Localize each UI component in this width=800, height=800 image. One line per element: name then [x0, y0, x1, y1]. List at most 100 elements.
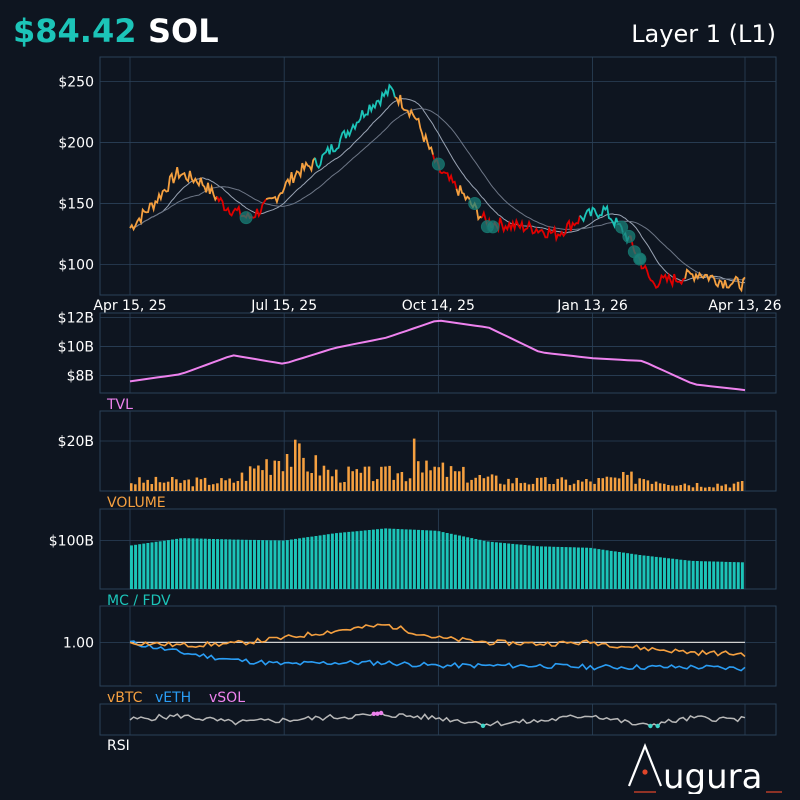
mcap-bar-56: [359, 530, 363, 589]
mcap-bar-102: [548, 546, 552, 589]
price-line-segment-4: [394, 94, 434, 155]
volume-bar-68: [408, 478, 412, 491]
mcap-bar-81: [462, 536, 466, 589]
price-xtick-3: Jan 13, 26: [556, 298, 628, 314]
volume-bar-127: [650, 483, 654, 491]
volume-bar-9: [166, 481, 170, 491]
mcap-bar-21: [216, 539, 220, 589]
volume-bar-55: [355, 469, 359, 491]
mcap-bar-89: [494, 542, 498, 589]
mcap-bar-130: [663, 557, 666, 589]
mcap-bar-75: [437, 531, 441, 589]
mcap-bar-116: [605, 550, 609, 589]
mcap-bar-115: [601, 549, 605, 589]
volume-bar-65: [396, 473, 400, 491]
mcap-bar-19: [207, 538, 211, 589]
rsi-oversold-dot-97: [480, 723, 486, 728]
volume-bar-121: [626, 474, 629, 491]
mcap-bar-91: [503, 543, 507, 589]
mcap-bar-136: [687, 560, 691, 589]
mcap-bar-76: [441, 532, 445, 589]
volume-bar-58: [367, 466, 371, 491]
mcap-bar-36: [277, 540, 281, 589]
volume-bar-59: [371, 481, 375, 491]
mcap-bar-53: [347, 531, 351, 589]
asset-category: Layer 1 (L1): [631, 20, 776, 48]
mcap-bar-48: [326, 534, 330, 589]
relative-ytick-0: 1.00: [63, 635, 94, 651]
volume-bar-5: [150, 484, 154, 491]
volume-bar-37: [281, 471, 285, 491]
volume-bar-20: [212, 484, 215, 491]
mcap-bar-40: [294, 538, 297, 589]
volume-bar-128: [654, 481, 658, 491]
volume-bar-78: [449, 466, 453, 491]
asset-symbol: SOL: [148, 12, 219, 50]
volume-bar-10: [171, 477, 174, 491]
volume-bar-67: [404, 481, 408, 491]
volume-bar-15: [191, 486, 195, 491]
volume-bar-122: [630, 471, 633, 491]
price-ma-fast: [129, 98, 746, 284]
volume-bar-95: [519, 483, 523, 491]
volume-bar-85: [478, 475, 482, 491]
volume-bar-74: [433, 466, 436, 491]
volume-bar-21: [216, 483, 219, 491]
mcap-bar-145: [724, 561, 728, 589]
mcap-bar-137: [691, 560, 695, 589]
volume-bar-131: [667, 485, 670, 491]
rsi-line: [129, 712, 746, 727]
volume-bar-49: [330, 476, 334, 491]
volume-bar-90: [499, 483, 502, 491]
mcap-bar-92: [507, 543, 511, 589]
mcap-bar-5: [150, 542, 154, 589]
volume-bar-3: [142, 482, 145, 491]
volume-bar-133: [675, 485, 678, 491]
volume-bar-16: [195, 477, 199, 491]
mcap-bar-110: [581, 547, 584, 589]
volume-bar-13: [183, 480, 186, 491]
mcap-bar-78: [449, 533, 453, 589]
mcap-label: MC / FDV: [107, 593, 171, 609]
volume-bar-70: [417, 461, 420, 491]
price-xtick-0: Apr 15, 25: [93, 298, 166, 314]
volume-bar-138: [695, 483, 699, 491]
volume-bar-142: [712, 487, 715, 491]
mcap-bar-86: [482, 540, 486, 589]
mcap-bar-118: [613, 551, 617, 589]
mcap-bar-71: [421, 530, 425, 589]
mcap-bar-68: [408, 529, 412, 589]
augura-logo: ugura: [627, 743, 782, 794]
mcap-bar-57: [363, 530, 367, 589]
volume-bar-42: [302, 457, 305, 491]
price-signal-marker-6: [622, 229, 636, 243]
mcap-bar-147: [732, 562, 736, 589]
mcap-bar-105: [560, 547, 564, 589]
price-signal-marker-4: [486, 220, 500, 234]
mcap-bar-119: [617, 552, 621, 589]
mcap-bar-77: [445, 533, 449, 589]
volume-bar-48: [326, 469, 330, 491]
rsi-overbought-dot-69: [378, 710, 384, 716]
mcap-bar-62: [384, 528, 388, 589]
volume-bar-129: [658, 483, 662, 491]
mcap-bar-106: [564, 547, 568, 589]
price-line-segment-6: [455, 185, 483, 222]
volume-bar-51: [339, 482, 342, 491]
price-signal-marker-1: [431, 157, 445, 171]
mcap-bar-2: [138, 544, 142, 589]
volume-bar-39: [289, 466, 293, 491]
mcap-bar-52: [343, 532, 347, 589]
mcap-bar-131: [667, 558, 671, 589]
mcap-bar-87: [486, 541, 490, 589]
mcap-bar-132: [671, 558, 675, 589]
volume-bar-97: [527, 484, 531, 491]
volume-bar-100: [540, 477, 543, 491]
volume-bar-11: [175, 479, 178, 491]
mcap-bar-32: [261, 540, 265, 589]
mcap-bar-103: [552, 546, 556, 589]
volume-bar-75: [437, 467, 441, 491]
mcap-bar-111: [585, 547, 589, 589]
mcap-bar-0: [130, 545, 133, 589]
